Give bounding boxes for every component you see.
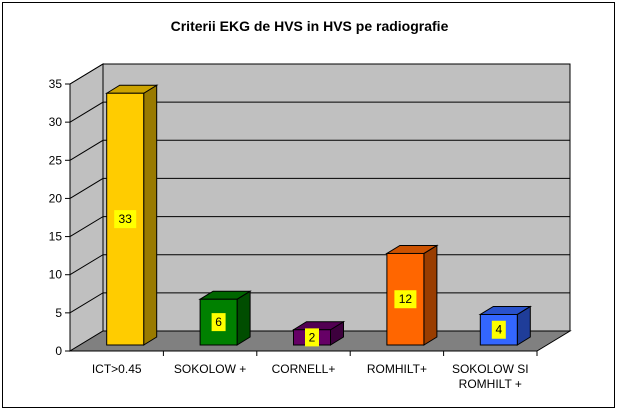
data-label-box	[394, 290, 417, 309]
category-label: ROMHILT+	[367, 362, 427, 376]
category-label: CORNELL+	[272, 362, 336, 376]
data-label: 12	[399, 292, 413, 306]
gridline	[69, 139, 570, 161]
y-tick-label: 25	[49, 153, 63, 167]
data-label: 4	[495, 323, 502, 337]
category-label: ROMHILT +	[459, 377, 522, 391]
y-tick-label: 20	[49, 191, 63, 205]
y-tick-label: 10	[49, 268, 63, 282]
data-label: 33	[119, 212, 133, 226]
y-tick-label: 0	[55, 344, 62, 358]
category-label: ICT>0.45	[92, 362, 142, 376]
bar-side	[143, 84, 158, 346]
y-tick-label: 30	[49, 115, 63, 129]
category-label: SOKOLOW +	[174, 362, 246, 376]
y-tick-label: 35	[49, 77, 63, 91]
gridline	[69, 177, 570, 199]
gridline	[69, 63, 570, 85]
back-wall	[102, 63, 571, 332]
bar-side	[423, 244, 438, 346]
chart-title: Criterii EKG de HVS in HVS pe radiografi…	[170, 18, 449, 34]
data-label: 2	[309, 330, 316, 344]
category-label: SOKOLOW SI	[452, 362, 529, 376]
data-label: 6	[215, 315, 222, 329]
y-tick-label: 5	[55, 306, 62, 320]
bar-side	[236, 290, 251, 346]
data-label-box	[114, 210, 137, 229]
y-tick-label: 15	[49, 230, 63, 244]
gridline	[69, 101, 570, 123]
side-wall	[69, 63, 104, 352]
gridline	[69, 216, 570, 237]
data-label-box	[211, 313, 226, 332]
data-label-box	[491, 320, 506, 339]
data-label-box	[305, 328, 319, 347]
